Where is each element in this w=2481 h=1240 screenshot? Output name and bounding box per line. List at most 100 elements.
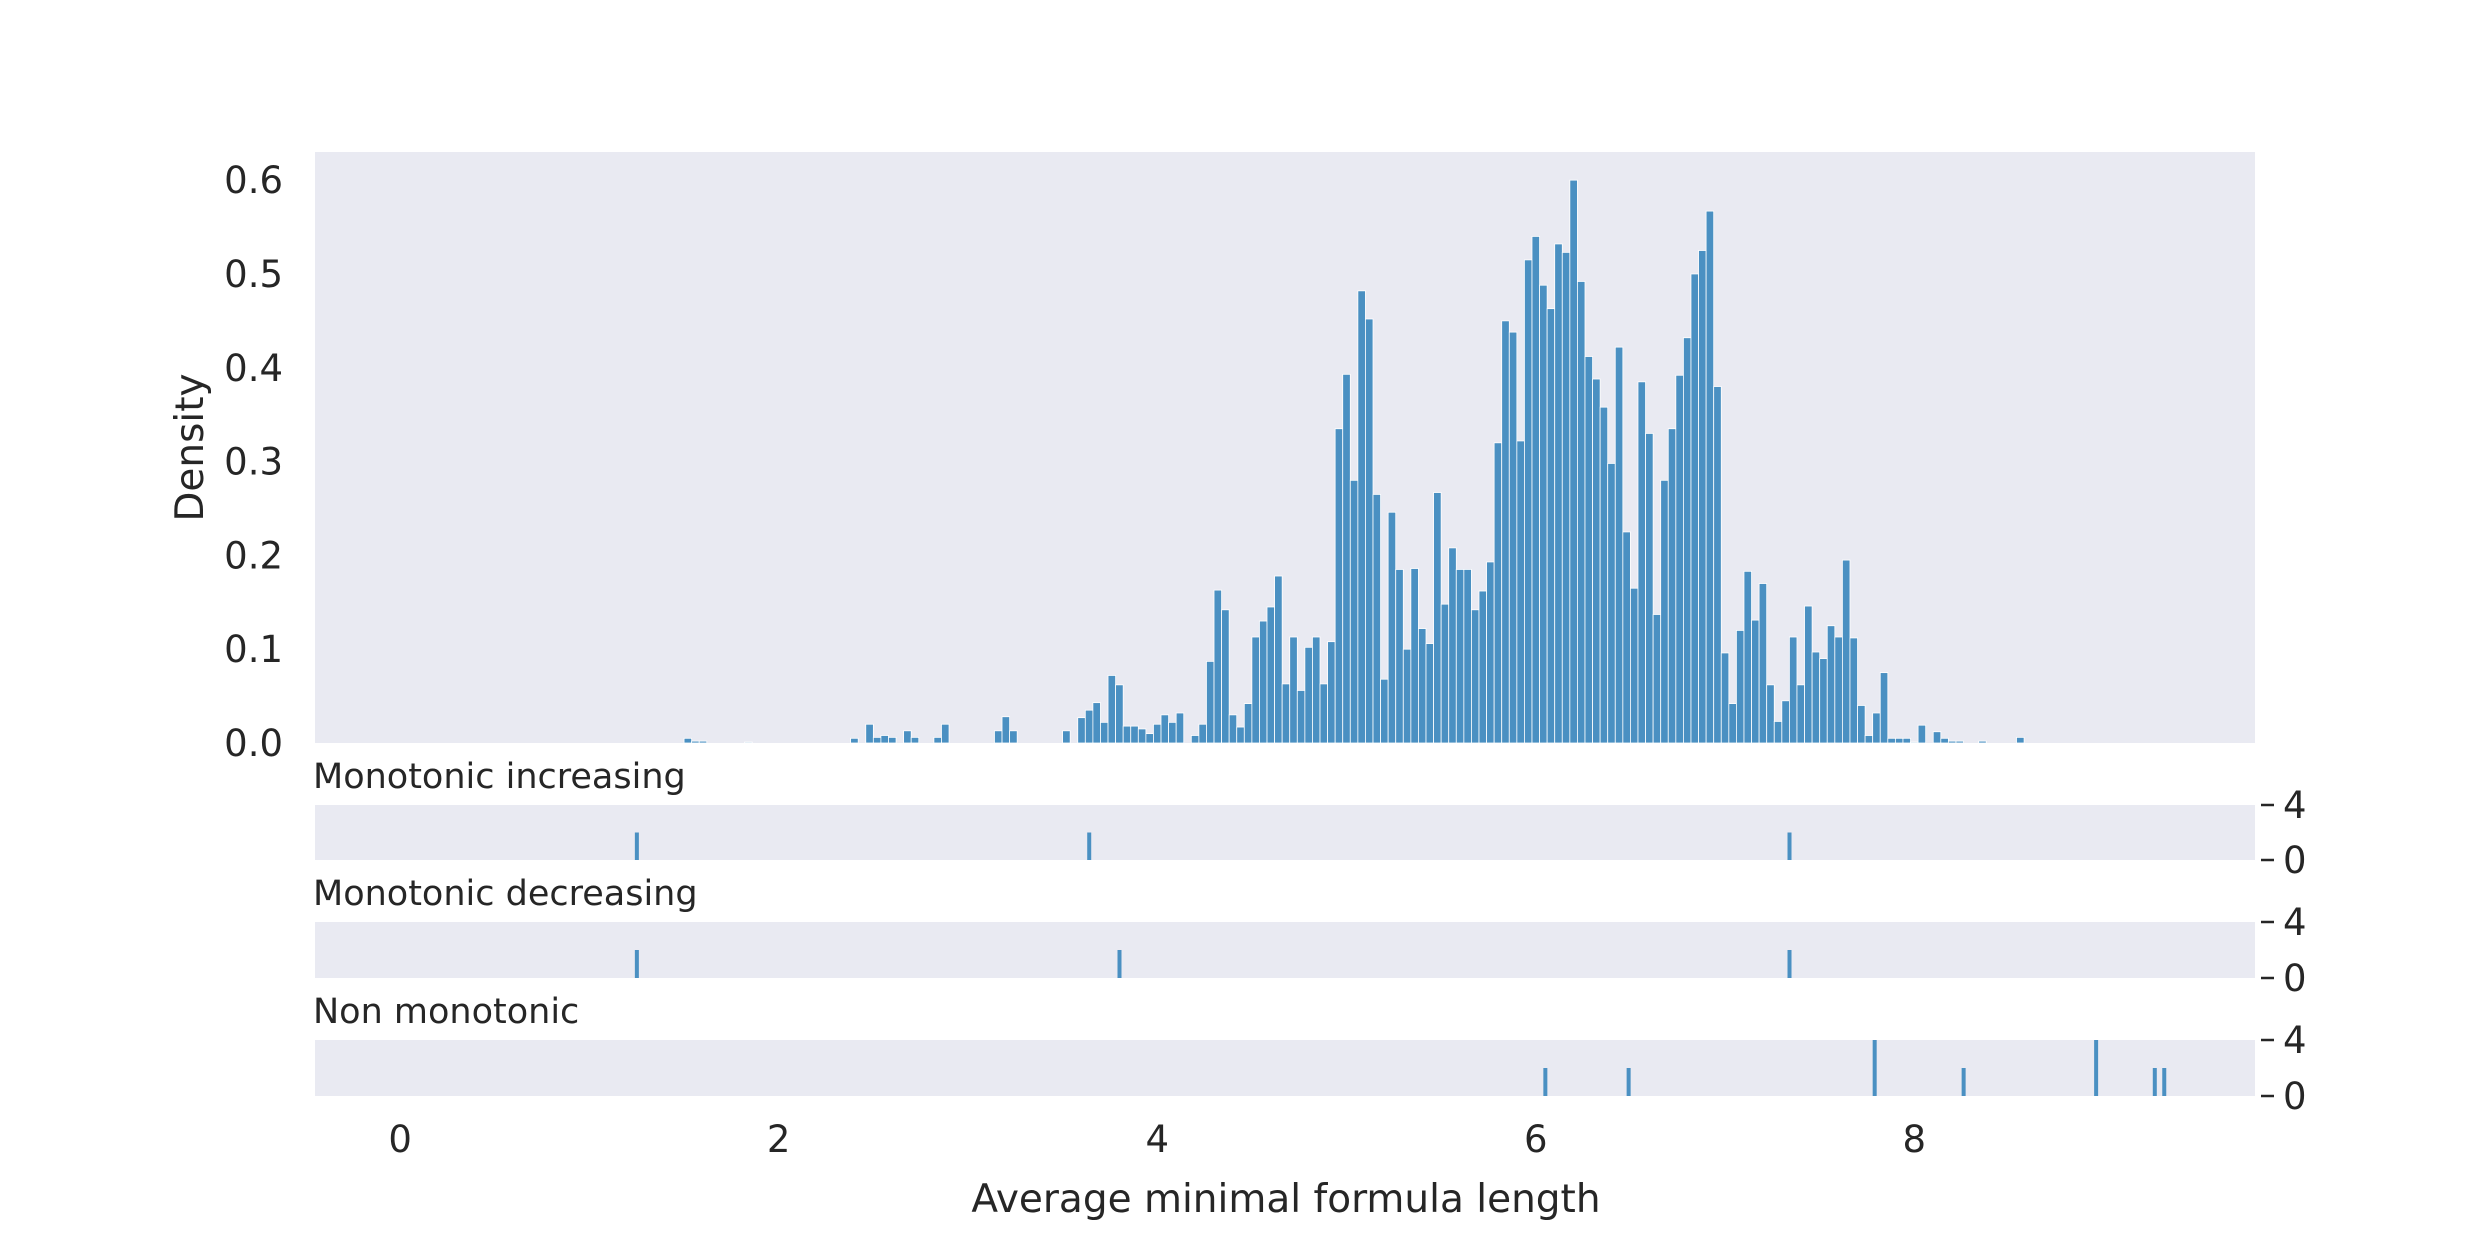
histogram-bar <box>1009 730 1018 744</box>
y-tick-label: 4 <box>2283 901 2307 944</box>
histogram-bar <box>994 730 1003 744</box>
histogram-bar <box>1077 717 1086 744</box>
histogram-bar <box>1546 308 1556 744</box>
histogram-bar <box>933 736 942 744</box>
histogram-bar <box>1206 660 1215 744</box>
x-tick-label: 4 <box>1145 1118 1169 1161</box>
histogram-bar <box>1402 648 1412 744</box>
histogram-bar <box>1296 690 1306 744</box>
x-tick-label: 0 <box>388 1118 412 1161</box>
y-tick-label: 0.5 <box>224 253 283 296</box>
y-tick-label: 0.4 <box>224 347 283 390</box>
histogram-bar <box>1524 259 1533 744</box>
histogram-bar <box>1092 702 1101 744</box>
histogram-bar <box>1902 737 1911 744</box>
x-tick-label: 2 <box>767 1118 791 1161</box>
histogram-bar <box>1554 243 1563 744</box>
histogram-bar <box>1478 590 1487 744</box>
histogram-bar <box>1932 731 1942 744</box>
histogram-bar <box>1501 320 1510 744</box>
histogram-bar <box>1743 570 1752 744</box>
histogram-bar <box>1698 250 1707 744</box>
histogram-bar <box>903 730 912 744</box>
strip-background <box>315 805 2255 860</box>
strip-bar <box>634 832 639 860</box>
histogram-bar <box>1448 547 1457 744</box>
histogram-bar <box>1365 318 1374 744</box>
histogram-bar <box>1841 559 1851 744</box>
histogram-bar <box>1955 740 1964 744</box>
histogram-bar <box>1130 725 1139 744</box>
histogram-bar <box>1168 721 1177 744</box>
histogram-bar <box>1773 721 1783 744</box>
histogram-bar <box>1894 737 1904 744</box>
x-tick-label: 8 <box>1903 1118 1927 1161</box>
y-tick-label: 4 <box>2283 784 2307 827</box>
strip-bar <box>2162 1068 2167 1096</box>
histogram-bar <box>744 741 753 744</box>
histogram-bar <box>1107 675 1117 744</box>
strip-background <box>315 1040 2255 1096</box>
histogram-bar <box>1312 636 1321 744</box>
histogram-bar <box>1789 636 1798 744</box>
histogram-bar <box>1259 620 1268 744</box>
histogram-bar <box>1471 609 1480 744</box>
strip-background <box>315 922 2255 978</box>
histogram-bar <box>1084 709 1094 744</box>
panel-title: Monotonic decreasing <box>313 874 698 914</box>
histogram-bar <box>1637 381 1646 744</box>
strip-bar <box>1961 1068 1966 1096</box>
strip-bar <box>1626 1068 1631 1096</box>
histogram-bar <box>1349 479 1359 744</box>
histogram-bar <box>1115 684 1124 744</box>
histogram-bar <box>1380 678 1389 744</box>
histogram-bar <box>1758 583 1768 744</box>
histogram-bar <box>1834 636 1843 744</box>
histogram-bar <box>1804 605 1813 744</box>
y-axis-title: Density <box>168 373 213 521</box>
histogram-bar <box>1137 728 1147 744</box>
histogram-bar <box>1978 740 1987 744</box>
histogram-bar <box>1539 284 1548 744</box>
histogram-bar <box>1811 651 1821 744</box>
histogram-bar <box>1713 386 1722 744</box>
histogram-bar <box>1213 589 1222 744</box>
non-monotonic-panel: Non monotonic 0 4 <box>313 992 2307 1118</box>
histogram-bar <box>1455 569 1465 744</box>
y-tick-label: 0.1 <box>224 628 283 671</box>
histogram-bar <box>1190 735 1200 744</box>
monotonic-decreasing-panel: Monotonic decreasing 0 4 <box>313 874 2307 1000</box>
histogram-bar <box>1690 273 1699 744</box>
histogram-bar <box>1720 652 1730 744</box>
y-tick-label: 0.6 <box>224 159 283 202</box>
histogram-bar <box>1243 703 1253 744</box>
histogram-bar <box>1561 251 1571 744</box>
y-tick-label: 0 <box>2283 957 2307 1000</box>
strip-bar <box>1872 1040 1877 1096</box>
histogram-bar <box>1251 636 1260 744</box>
main-histogram-panel: 0.0 0.1 0.2 0.3 0.4 0.5 0.6 Density 0 2 4 6 8 Average… <box>168 152 2255 1222</box>
histogram-bar <box>1463 569 1472 744</box>
histogram-bar <box>1153 723 1162 744</box>
histogram-bar <box>1569 179 1578 744</box>
y-tick-label: 0.3 <box>224 441 283 484</box>
histogram-bar <box>1122 725 1132 744</box>
histogram-bar <box>1274 575 1283 744</box>
histogram-bar <box>1281 683 1291 744</box>
histogram-bar <box>1879 672 1889 744</box>
histogram-bar <box>1221 609 1230 744</box>
histogram-bar <box>1372 494 1381 744</box>
histogram-bar <box>1736 630 1745 744</box>
histogram-bar <box>1849 637 1858 744</box>
histogram-bar <box>1857 705 1866 744</box>
y-tick-label: 4 <box>2283 1019 2307 1062</box>
histogram-bar <box>1100 721 1109 744</box>
strip-bar <box>1787 832 1792 860</box>
monotonic-increasing-panel: Monotonic increasing 0 4 <box>313 757 2307 882</box>
histogram-bar <box>1440 603 1450 744</box>
histogram-bar <box>1145 733 1154 744</box>
histogram-bar <box>880 735 889 744</box>
strip-bar <box>1787 950 1792 978</box>
histogram-bar <box>1614 346 1624 744</box>
